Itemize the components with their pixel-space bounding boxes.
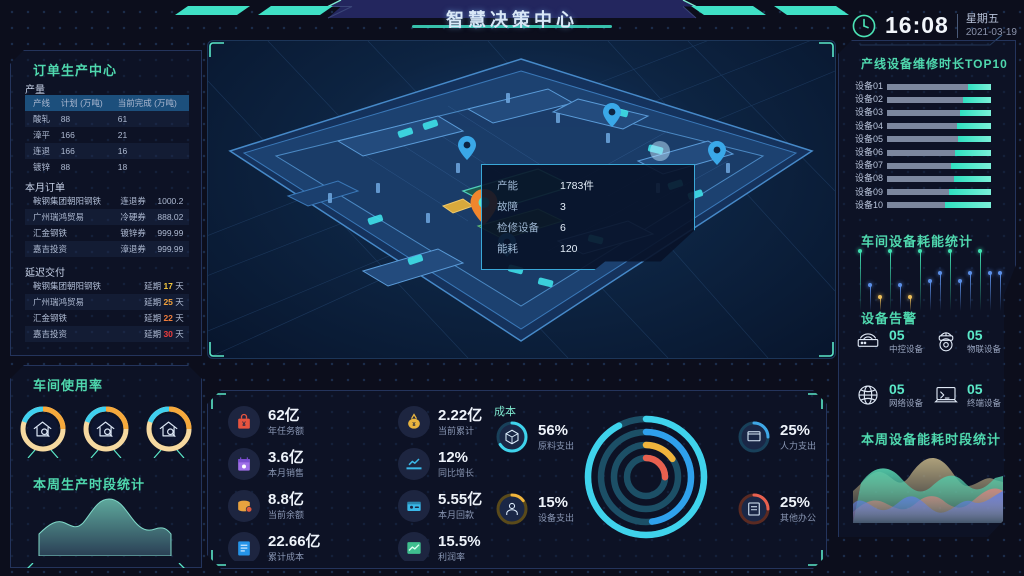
svg-text:¥: ¥ <box>242 421 246 428</box>
